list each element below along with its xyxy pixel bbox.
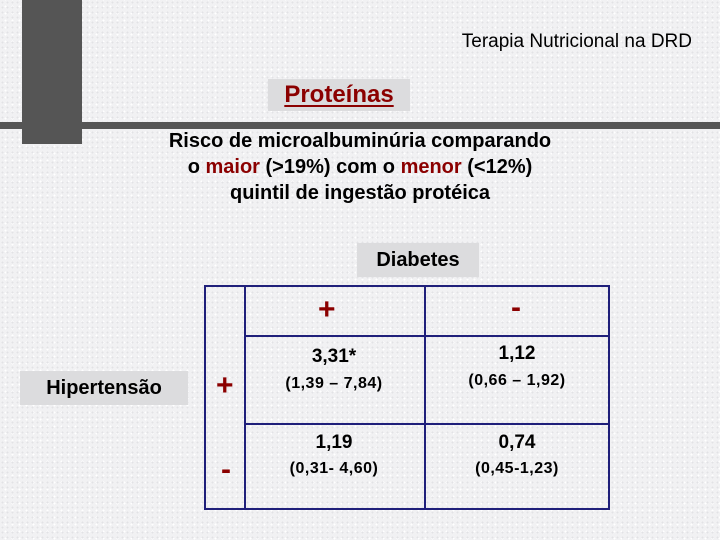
odds-ratio: 0,74 [498,432,536,453]
menor-highlight: menor [400,156,462,178]
title-text: (>19%) com o [259,156,401,178]
grid-line [244,287,246,508]
results-grid [204,285,610,510]
hipertensao-label: Hipertensão [20,371,188,405]
cell-plus-plus: 3,31* (1,39 – 7,84) [244,346,424,393]
diabetes-label: Diabetes [357,243,479,277]
confidence-interval: (0,31- 4,60) [289,460,379,477]
decorative-horizontal-bar [0,122,720,129]
slide-title: Risco de microalbuminúria comparando o m… [90,128,630,206]
section-title: Proteínas [268,79,410,111]
title-line-1: Risco de microalbuminúria comparando [168,130,552,152]
title-line-2: o maior (>19%) com o menor (<12%) [90,154,630,180]
grid-line [424,287,426,508]
col-sign-minus: - [511,291,521,324]
title-line-3: quintil de ingestão protéica [229,182,491,204]
cell-minus-plus: 1,19 (0,31- 4,60) [244,432,424,478]
cell-plus-minus: 1,12 (0,66 – 1,92) [424,343,610,390]
col-sign-plus: + [318,293,336,326]
decorative-vertical-bar [22,0,82,144]
title-text: o [187,156,206,178]
slide-header: Terapia Nutricional na DRD [461,31,692,52]
cell-minus-minus: 0,74 (0,45-1,23) [424,432,610,478]
odds-ratio: 3,31* [311,346,357,367]
maior-highlight: maior [205,156,260,178]
confidence-interval: (0,45-1,23) [475,460,559,477]
title-text: (<12%) [461,156,533,178]
row-sign-plus: + [216,369,234,402]
confidence-interval: (0,66 – 1,92) [468,372,566,389]
odds-ratio: 1,12 [498,343,536,364]
odds-ratio: 1,19 [315,432,353,453]
confidence-interval: (1,39 – 7,84) [285,375,383,392]
grid-line [246,423,610,425]
grid-line [244,335,610,337]
row-sign-minus: - [221,453,231,486]
